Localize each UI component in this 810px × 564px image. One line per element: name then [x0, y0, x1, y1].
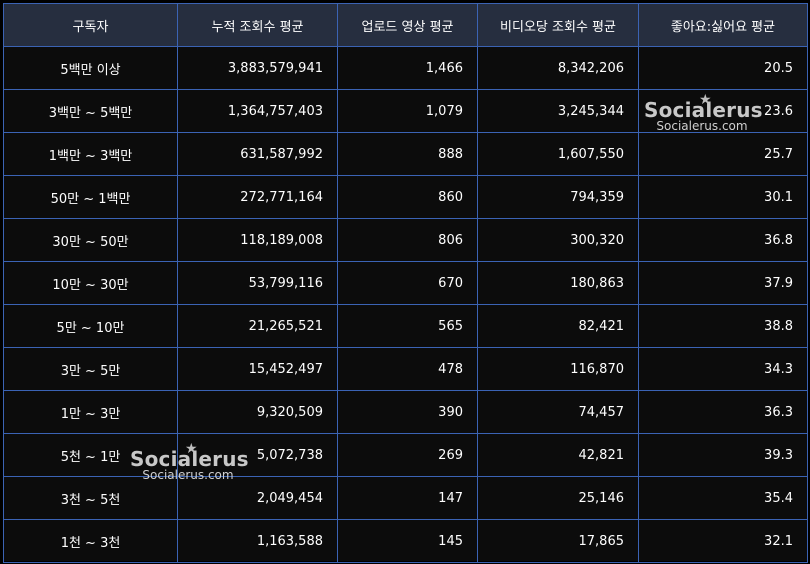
table-cell: 82,421: [477, 304, 639, 348]
table-row: 1백만 ~ 3백만 631,587,992 888 1,607,550 25.7: [3, 132, 808, 176]
table-cell: 1,079: [337, 89, 478, 133]
table-cell: 860: [337, 175, 478, 219]
table-row: 1만 ~ 3만 9,320,509 390 74,457 36.3: [3, 390, 808, 434]
column-header-2: 누적 조회수 평균: [177, 3, 338, 47]
table-cell: 9,320,509: [177, 390, 338, 434]
table-cell: 8,342,206: [477, 46, 639, 90]
table-cell: 35.4: [638, 476, 808, 520]
table-cell: 269: [337, 433, 478, 477]
table-row: 10만 ~ 30만 53,799,116 670 180,863 37.9: [3, 261, 808, 305]
column-header-5: 좋아요:싫어요 평균: [638, 3, 808, 47]
table-row: 5백만 이상 3,883,579,941 1,466 8,342,206 20.5: [3, 46, 808, 90]
table-cell: 23.6: [638, 89, 808, 133]
table-cell: 145: [337, 519, 478, 563]
table-cell: 794,359: [477, 175, 639, 219]
table-cell: 147: [337, 476, 478, 520]
table-cell: 1,466: [337, 46, 478, 90]
table-row: 5만 ~ 10만 21,265,521 565 82,421 38.8: [3, 304, 808, 348]
table-cell: 17,865: [477, 519, 639, 563]
table-cell: 390: [337, 390, 478, 434]
table-cell: 32.1: [638, 519, 808, 563]
column-header-3: 업로드 영상 평균: [337, 3, 478, 47]
table-cell: 2,049,454: [177, 476, 338, 520]
table-cell: 30.1: [638, 175, 808, 219]
table-cell: 36.8: [638, 218, 808, 262]
table-cell: 3백만 ~ 5백만: [3, 89, 178, 133]
table-cell: 34.3: [638, 347, 808, 391]
table-cell: 888: [337, 132, 478, 176]
table-cell: 20.5: [638, 46, 808, 90]
table-cell: 38.8: [638, 304, 808, 348]
table-cell: 180,863: [477, 261, 639, 305]
table-row: 3백만 ~ 5백만 1,364,757,403 1,079 3,245,344 23.6: [3, 89, 808, 133]
table-cell: 631,587,992: [177, 132, 338, 176]
table-cell: 53,799,116: [177, 261, 338, 305]
table-cell: 74,457: [477, 390, 639, 434]
table-cell: 42,821: [477, 433, 639, 477]
table-row: 30만 ~ 50만 118,189,008 806 300,320 36.8: [3, 218, 808, 262]
table-row: 1천 ~ 3천 1,163,588 145 17,865 32.1: [3, 519, 808, 563]
table-cell: 5,072,738: [177, 433, 338, 477]
header-row: 구독자 누적 조회수 평균 업로드 영상 평균 비디오당 조회수 평균 좋아요:싫어요 …: [3, 3, 808, 47]
subscriber-stats-table: 구독자 누적 조회수 평균 업로드 영상 평균 비디오당 조회수 평균 좋아요:싫어요 …: [3, 3, 808, 563]
table-cell: 25.7: [638, 132, 808, 176]
table-cell: 1백만 ~ 3백만: [3, 132, 178, 176]
table-cell: 5백만 이상: [3, 46, 178, 90]
table-row: 5천 ~ 1만 5,072,738 269 42,821 39.3: [3, 433, 808, 477]
table-cell: 15,452,497: [177, 347, 338, 391]
table-cell: 670: [337, 261, 478, 305]
table-cell: 565: [337, 304, 478, 348]
column-header-4: 비디오당 조회수 평균: [477, 3, 639, 47]
table-cell: 21,265,521: [177, 304, 338, 348]
table-cell: 3,883,579,941: [177, 46, 338, 90]
table-body: 5백만 이상 3,883,579,941 1,466 8,342,206 20.5 3백만…: [3, 46, 808, 563]
table-cell: 5천 ~ 1만: [3, 433, 178, 477]
table-cell: 3,245,344: [477, 89, 639, 133]
table-cell: 1천 ~ 3천: [3, 519, 178, 563]
column-header-1: 구독자: [3, 3, 178, 47]
table-cell: 1,607,550: [477, 132, 639, 176]
table-row: 3천 ~ 5천 2,049,454 147 25,146 35.4: [3, 476, 808, 520]
table-cell: 478: [337, 347, 478, 391]
table-row: 3만 ~ 5만 15,452,497 478 116,870 34.3: [3, 347, 808, 391]
table-cell: 30만 ~ 50만: [3, 218, 178, 262]
table-cell: 1,364,757,403: [177, 89, 338, 133]
table-cell: 300,320: [477, 218, 639, 262]
table-cell: 25,146: [477, 476, 639, 520]
table-row: 50만 ~ 1백만 272,771,164 860 794,359 30.1: [3, 175, 808, 219]
table-cell: 3만 ~ 5만: [3, 347, 178, 391]
table-cell: 1,163,588: [177, 519, 338, 563]
table-cell: 39.3: [638, 433, 808, 477]
table-frame: 구독자 누적 조회수 평균 업로드 영상 평균 비디오당 조회수 평균 좋아요:싫어요 …: [3, 3, 808, 563]
table-cell: 118,189,008: [177, 218, 338, 262]
table-cell: 1만 ~ 3만: [3, 390, 178, 434]
table-cell: 10만 ~ 30만: [3, 261, 178, 305]
table-cell: 5만 ~ 10만: [3, 304, 178, 348]
table-cell: 3천 ~ 5천: [3, 476, 178, 520]
table-cell: 272,771,164: [177, 175, 338, 219]
table-cell: 806: [337, 218, 478, 262]
table-cell: 37.9: [638, 261, 808, 305]
table-cell: 36.3: [638, 390, 808, 434]
table-cell: 116,870: [477, 347, 639, 391]
table-cell: 50만 ~ 1백만: [3, 175, 178, 219]
